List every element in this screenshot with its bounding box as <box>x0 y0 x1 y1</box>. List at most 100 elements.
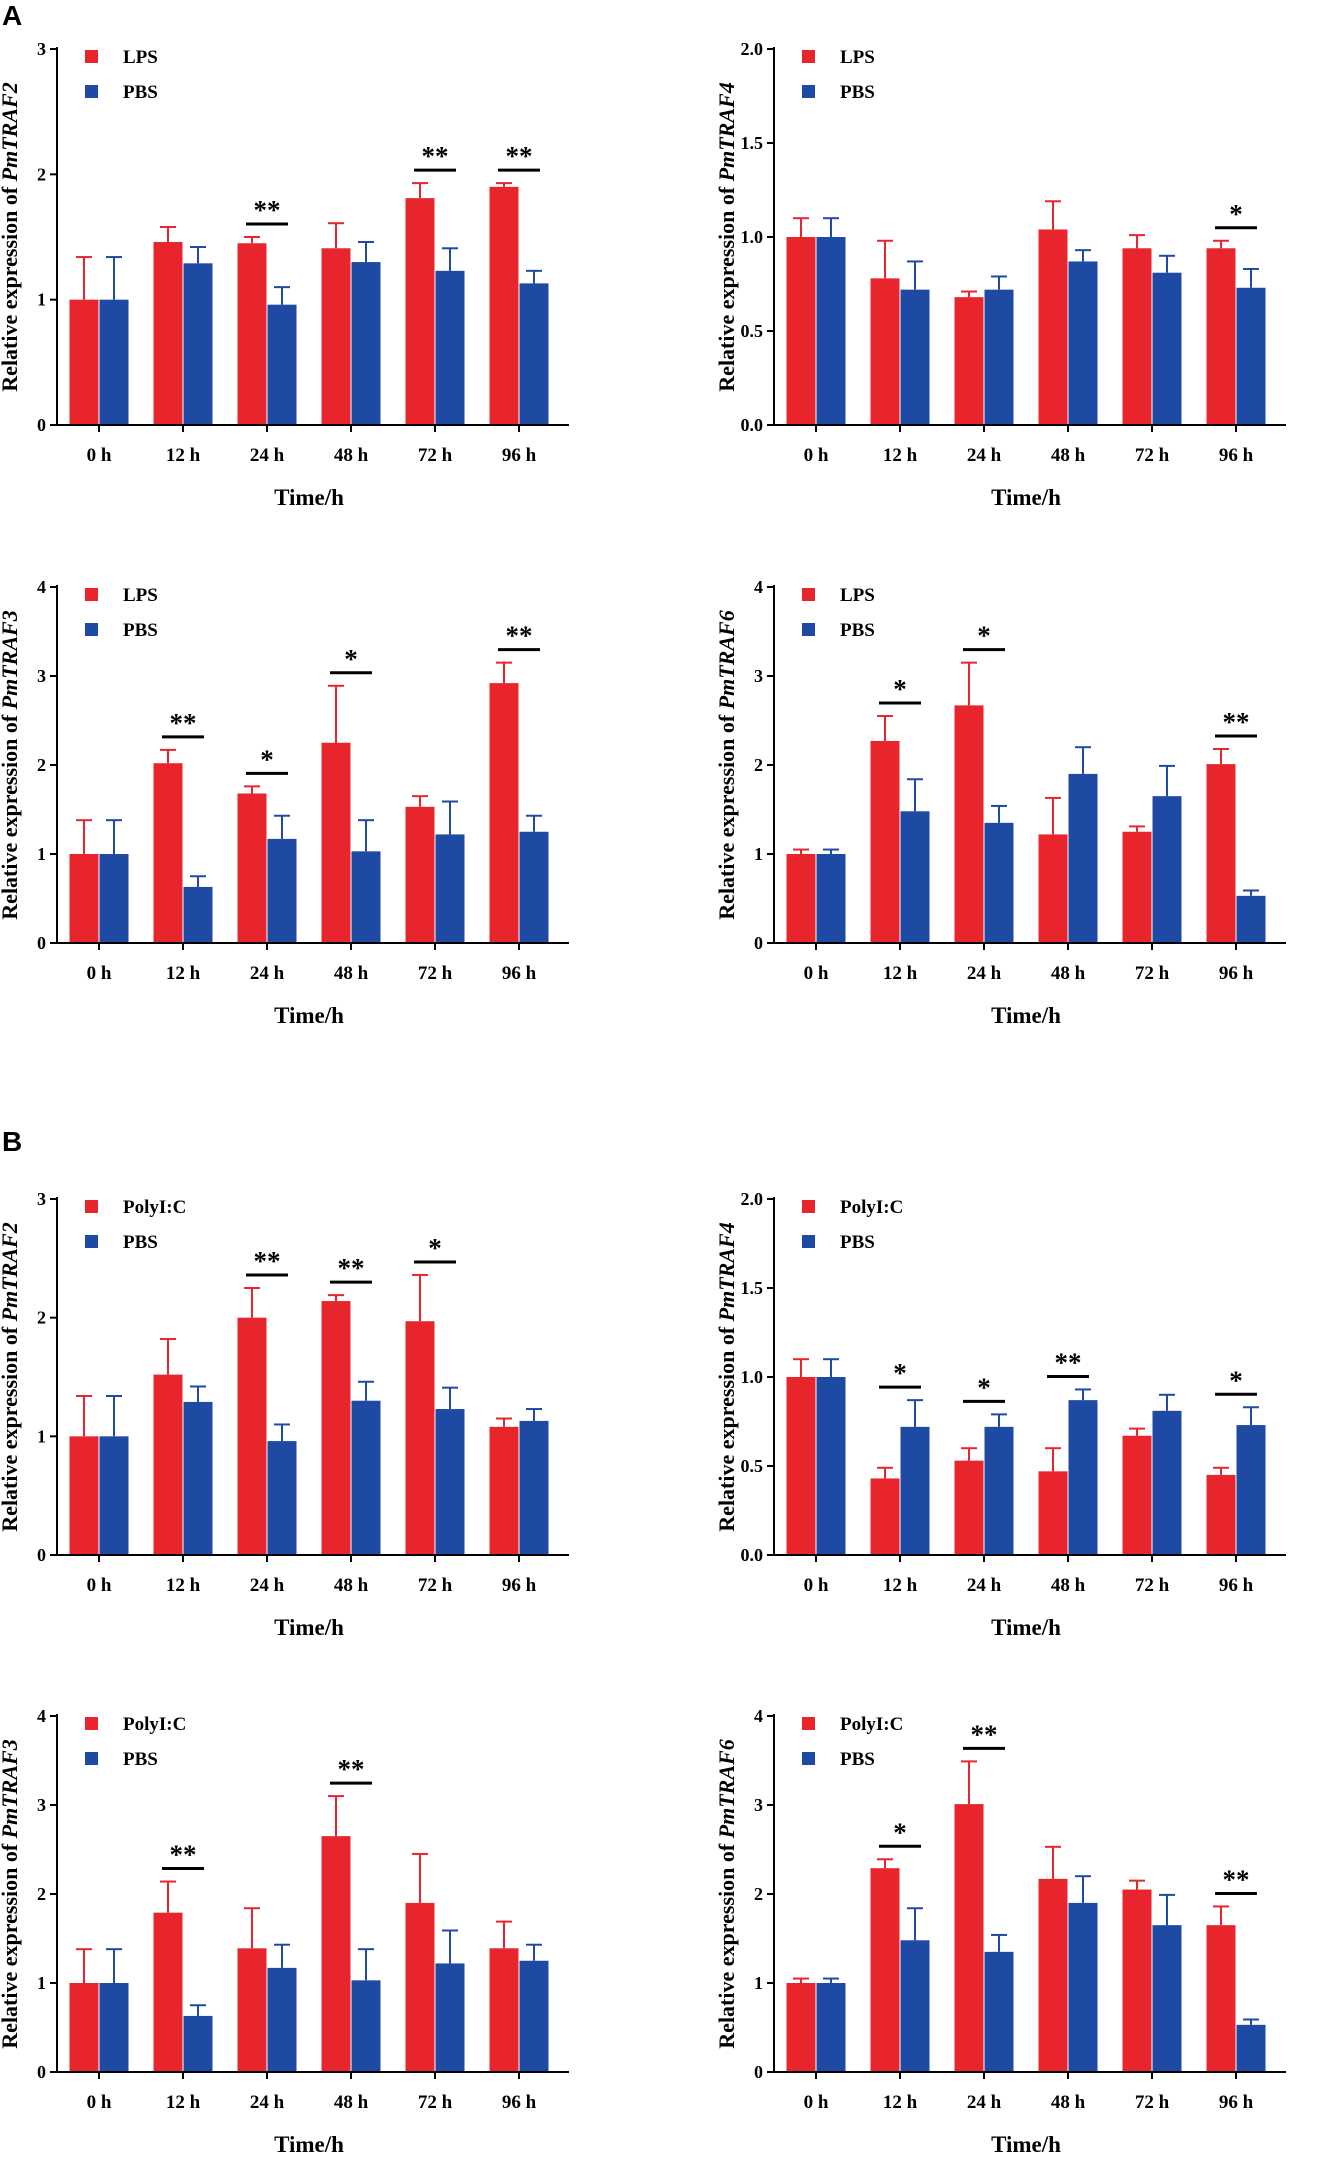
y-axis-title-prefix: Relative expression of <box>714 709 739 919</box>
bar-lps-12h <box>870 740 900 943</box>
y-tick-label: 2 <box>37 1308 46 1328</box>
y-tick-label: 0 <box>754 933 763 953</box>
legend-swatch-control <box>802 85 815 98</box>
y-tick-label: 0.5 <box>741 321 764 341</box>
bar-polyic-96h <box>1206 1925 1236 2072</box>
y-axis-title: Relative expression of PmTRAF6 <box>714 610 739 919</box>
y-axis-title-gene: PmTRAF4 <box>714 82 739 182</box>
x-tick-label: 0 h <box>87 445 112 466</box>
bar-lps-72h <box>405 806 435 943</box>
bar-polyic-96h <box>489 1426 519 1555</box>
significance-marker: ** <box>170 708 197 738</box>
bar-pbs-96h <box>519 1960 549 2072</box>
bar-polyic-72h <box>1122 1889 1152 2072</box>
bar-lps-12h <box>153 242 183 425</box>
bar-polyic-48h <box>321 1836 351 2072</box>
section-label-a: A <box>2 0 23 31</box>
legend-swatch-control <box>802 623 815 636</box>
significance-marker: * <box>260 744 274 774</box>
y-tick-label: 0.0 <box>741 415 764 435</box>
y-tick-label: 1.5 <box>741 133 764 153</box>
x-tick-label: 96 h <box>502 2092 537 2113</box>
chart-panel-6: 0.0 0.5 1.0 1.5 2.0 0 h 12 h 24 h 48 h 72 h 96 h Ti… <box>714 1189 1286 1640</box>
y-axis-title: Relative expression of PmTRAF3 <box>0 1739 22 2048</box>
x-tick-label: 96 h <box>502 1575 537 1596</box>
x-tick-label: 0 h <box>87 963 112 984</box>
chart-panel-7: 0 1 2 3 4 0 h 12 h 24 h 48 h 72 h 96 h Time/h Relati… <box>0 1706 569 2157</box>
bar-lps-24h <box>237 793 267 943</box>
bar-polyic-0h <box>69 1983 99 2072</box>
bar-pbs-0h <box>816 237 846 425</box>
legend-label-treatment: PolyI:C <box>840 1197 903 1218</box>
bar-polyic-72h <box>405 1902 435 2072</box>
x-tick-label: 12 h <box>166 445 201 466</box>
chart-panel-4: 0 1 2 3 4 0 h 12 h 24 h 48 h 72 h 96 h Time/h Relati… <box>714 577 1286 1028</box>
bar-pbs-96h <box>1236 2024 1266 2072</box>
bar-lps-12h <box>870 278 900 425</box>
legend-swatch-treatment <box>85 50 98 63</box>
y-axis-title-prefix: Relative expression of <box>714 181 739 391</box>
legend-swatch-control <box>85 85 98 98</box>
legend-label-control: PBS <box>840 1232 875 1253</box>
significance-marker: ** <box>338 1754 365 1784</box>
y-axis-title-gene: PmTRAF2 <box>0 82 22 182</box>
bar-pbs-72h <box>1152 796 1182 943</box>
x-tick-label: 96 h <box>1219 963 1254 984</box>
bar-polyic-96h <box>1206 1474 1236 1555</box>
bar-polyic-24h <box>954 1804 984 2072</box>
y-tick-label: 4 <box>37 1706 46 1726</box>
significance-marker: ** <box>1223 707 1250 737</box>
bar-pbs-0h <box>99 854 129 943</box>
significance-marker: ** <box>1223 1864 1250 1894</box>
x-tick-label: 0 h <box>804 445 829 466</box>
x-axis-title: Time/h <box>274 485 344 510</box>
y-tick-label: 1 <box>37 290 46 310</box>
bar-lps-12h <box>153 763 183 943</box>
bar-polyic-0h <box>69 1436 99 1555</box>
bar-pbs-12h <box>900 1940 930 2072</box>
bar-pbs-12h <box>900 1426 930 1555</box>
y-axis-title: Relative expression of PmTRAF3 <box>0 610 22 919</box>
significance-marker: ** <box>254 1246 281 1276</box>
bar-polyic-72h <box>405 1321 435 1555</box>
x-tick-label: 48 h <box>334 1575 369 1596</box>
y-tick-label: 0 <box>754 2062 763 2082</box>
bar-pbs-72h <box>435 1963 465 2072</box>
bar-pbs-96h <box>519 283 549 425</box>
bar-pbs-48h <box>351 1400 381 1555</box>
x-tick-label: 72 h <box>418 445 453 466</box>
y-axis-title-gene: PmTRAF6 <box>714 1739 739 1839</box>
x-tick-label: 96 h <box>502 963 537 984</box>
y-tick-label: 4 <box>754 577 763 597</box>
y-tick-label: 4 <box>37 577 46 597</box>
bar-lps-24h <box>954 297 984 425</box>
significance-marker: ** <box>254 195 281 225</box>
significance-marker: ** <box>506 621 533 651</box>
bar-pbs-48h <box>1068 1400 1098 1555</box>
chart-panel-2: 0.0 0.5 1.0 1.5 2.0 0 h 12 h 24 h 48 h 72 h 96 h Ti… <box>714 39 1286 510</box>
x-tick-label: 72 h <box>418 2092 453 2113</box>
y-tick-label: 3 <box>37 1189 46 1209</box>
significance-marker: * <box>893 1817 907 1847</box>
x-tick-label: 24 h <box>250 1575 285 1596</box>
legend-label-control: PBS <box>123 620 158 641</box>
significance-marker: * <box>977 621 991 651</box>
bar-pbs-48h <box>351 262 381 425</box>
bar-polyic-24h <box>954 1460 984 1555</box>
y-tick-label: 1 <box>37 1426 46 1446</box>
x-tick-label: 24 h <box>250 2092 285 2113</box>
bar-pbs-12h <box>183 886 213 943</box>
bar-polyic-48h <box>1038 1471 1068 1555</box>
bar-pbs-24h <box>267 1441 297 1555</box>
significance-marker: * <box>428 1233 442 1263</box>
bar-pbs-0h <box>816 1377 846 1555</box>
x-tick-label: 48 h <box>1051 1575 1086 1596</box>
y-axis-title-gene: PmTRAF2 <box>0 1222 22 1322</box>
bar-pbs-96h <box>519 831 549 943</box>
y-axis-title-gene: PmTRAF3 <box>0 610 22 710</box>
x-tick-label: 12 h <box>166 963 201 984</box>
bar-lps-48h <box>321 248 351 425</box>
chart-panel-3: 0 1 2 3 4 0 h 12 h 24 h 48 h 72 h 96 h Time/h Relati… <box>0 577 569 1028</box>
bar-pbs-0h <box>99 1983 129 2072</box>
y-tick-label: 1 <box>37 844 46 864</box>
